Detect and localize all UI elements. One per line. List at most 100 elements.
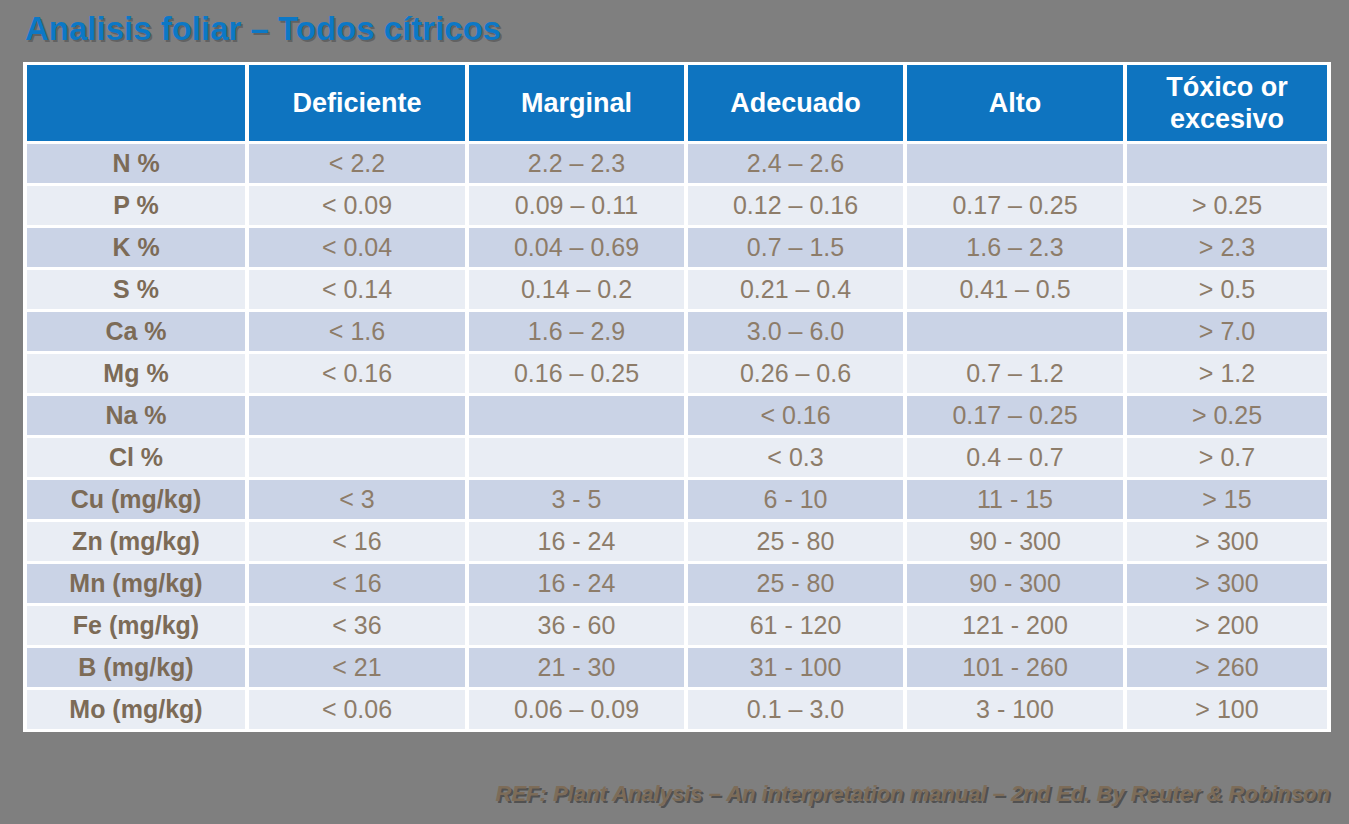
row-label: Na % xyxy=(25,395,247,437)
table-cell: 0.16 – 0.25 xyxy=(467,353,686,395)
table-cell: > 200 xyxy=(1125,605,1329,647)
table-cell: 16 - 24 xyxy=(467,563,686,605)
row-label: Mn (mg/kg) xyxy=(25,563,247,605)
table-cell: > 7.0 xyxy=(1125,311,1329,353)
table-row: Mn (mg/kg)< 1616 - 2425 - 8090 - 300> 30… xyxy=(25,563,1329,605)
table-row: Na % < 0.160.17 – 0.25> 0.25 xyxy=(25,395,1329,437)
table-cell: < 16 xyxy=(247,521,467,563)
table-cell: 21 - 30 xyxy=(467,647,686,689)
table-row: P %< 0.090.09 – 0.110.12 – 0.160.17 – 0.… xyxy=(25,185,1329,227)
table-cell: < 0.06 xyxy=(247,689,467,731)
table-cell: 11 - 15 xyxy=(905,479,1125,521)
table-cell: 1.6 – 2.9 xyxy=(467,311,686,353)
table-cell: 6 - 10 xyxy=(686,479,905,521)
table-cell: > 1.2 xyxy=(1125,353,1329,395)
table-row: Fe (mg/kg)< 3636 - 6061 - 120121 - 200> … xyxy=(25,605,1329,647)
table-cell: 0.4 – 0.7 xyxy=(905,437,1125,479)
table-cell: 0.17 – 0.25 xyxy=(905,185,1125,227)
table-cell: 0.12 – 0.16 xyxy=(686,185,905,227)
table-cell: < 0.14 xyxy=(247,269,467,311)
table-cell: < 0.04 xyxy=(247,227,467,269)
header-row: DeficienteMarginalAdecuadoAltoTóxico or … xyxy=(25,64,1329,143)
table-row: S %< 0.140.14 – 0.20.21 – 0.40.41 – 0.5>… xyxy=(25,269,1329,311)
table-cell: > 260 xyxy=(1125,647,1329,689)
column-header: Tóxico or excesivo xyxy=(1125,64,1329,143)
table-cell xyxy=(467,395,686,437)
table-cell: < 2.2 xyxy=(247,143,467,185)
table-cell: 2.4 – 2.6 xyxy=(686,143,905,185)
table-cell: 0.04 – 0.69 xyxy=(467,227,686,269)
slide-background: Analisis foliar – Todos cítricos Deficie… xyxy=(0,0,1349,824)
table-cell: > 300 xyxy=(1125,521,1329,563)
table-cell: 2.2 – 2.3 xyxy=(467,143,686,185)
table-header: DeficienteMarginalAdecuadoAltoTóxico or … xyxy=(25,64,1329,143)
table-cell xyxy=(467,437,686,479)
table-cell: < 21 xyxy=(247,647,467,689)
table-cell: < 3 xyxy=(247,479,467,521)
table-cell: < 36 xyxy=(247,605,467,647)
table-cell: 31 - 100 xyxy=(686,647,905,689)
table-cell xyxy=(905,311,1125,353)
table-cell: 0.09 – 0.11 xyxy=(467,185,686,227)
table-cell: < 0.16 xyxy=(686,395,905,437)
table-cell: < 1.6 xyxy=(247,311,467,353)
table-cell: 16 - 24 xyxy=(467,521,686,563)
table-cell: 3 - 5 xyxy=(467,479,686,521)
table-row: Zn (mg/kg)< 1616 - 2425 - 8090 - 300> 30… xyxy=(25,521,1329,563)
table-cell: 0.14 – 0.2 xyxy=(467,269,686,311)
table-cell: > 0.5 xyxy=(1125,269,1329,311)
table-cell: > 0.25 xyxy=(1125,395,1329,437)
table-cell: < 16 xyxy=(247,563,467,605)
row-label: Cl % xyxy=(25,437,247,479)
row-label: Mo (mg/kg) xyxy=(25,689,247,731)
table-cell: > 2.3 xyxy=(1125,227,1329,269)
table-row: Cl % < 0.30.4 – 0.7> 0.7 xyxy=(25,437,1329,479)
table-cell: 25 - 80 xyxy=(686,521,905,563)
reference-footer: REF: Plant Analysis – An interpretation … xyxy=(496,781,1331,807)
table-cell: 1.6 – 2.3 xyxy=(905,227,1125,269)
table-cell xyxy=(247,395,467,437)
table-row: K %< 0.040.04 – 0.690.7 – 1.51.6 – 2.3> … xyxy=(25,227,1329,269)
table-row: B (mg/kg)< 2121 - 3031 - 100101 - 260> 2… xyxy=(25,647,1329,689)
table-cell: 101 - 260 xyxy=(905,647,1125,689)
column-header: Marginal xyxy=(467,64,686,143)
table-cell: > 0.7 xyxy=(1125,437,1329,479)
table-cell: 25 - 80 xyxy=(686,563,905,605)
column-header xyxy=(25,64,247,143)
table-cell: 36 - 60 xyxy=(467,605,686,647)
foliar-analysis-table: DeficienteMarginalAdecuadoAltoTóxico or … xyxy=(23,62,1331,732)
table-cell: 0.17 – 0.25 xyxy=(905,395,1125,437)
table-cell xyxy=(905,143,1125,185)
row-label: N % xyxy=(25,143,247,185)
table-cell: 3.0 – 6.0 xyxy=(686,311,905,353)
table-cell: < 0.3 xyxy=(686,437,905,479)
row-label: Fe (mg/kg) xyxy=(25,605,247,647)
table-row: Ca %< 1.61.6 – 2.93.0 – 6.0 > 7.0 xyxy=(25,311,1329,353)
table-cell: 90 - 300 xyxy=(905,521,1125,563)
table-cell: < 0.16 xyxy=(247,353,467,395)
row-label: Ca % xyxy=(25,311,247,353)
table-cell: 3 - 100 xyxy=(905,689,1125,731)
table-cell: 61 - 120 xyxy=(686,605,905,647)
table-cell: 0.7 – 1.2 xyxy=(905,353,1125,395)
row-label: B (mg/kg) xyxy=(25,647,247,689)
row-label: K % xyxy=(25,227,247,269)
table-cell: 0.7 – 1.5 xyxy=(686,227,905,269)
row-label: Cu (mg/kg) xyxy=(25,479,247,521)
table-cell xyxy=(1125,143,1329,185)
table-cell xyxy=(247,437,467,479)
table-row: Mo (mg/kg)< 0.060.06 – 0.090.1 – 3.03 - … xyxy=(25,689,1329,731)
column-header: Deficiente xyxy=(247,64,467,143)
table-cell: 0.1 – 3.0 xyxy=(686,689,905,731)
table-row: Mg %< 0.160.16 – 0.250.26 – 0.60.7 – 1.2… xyxy=(25,353,1329,395)
row-label: P % xyxy=(25,185,247,227)
table-cell: > 15 xyxy=(1125,479,1329,521)
table-cell: > 100 xyxy=(1125,689,1329,731)
column-header: Adecuado xyxy=(686,64,905,143)
table-cell: 0.21 – 0.4 xyxy=(686,269,905,311)
column-header: Alto xyxy=(905,64,1125,143)
table-row: Cu (mg/kg)< 33 - 56 - 1011 - 15> 15 xyxy=(25,479,1329,521)
row-label: Mg % xyxy=(25,353,247,395)
table-row: N %< 2.22.2 – 2.32.4 – 2.6 xyxy=(25,143,1329,185)
table-cell: 0.26 – 0.6 xyxy=(686,353,905,395)
